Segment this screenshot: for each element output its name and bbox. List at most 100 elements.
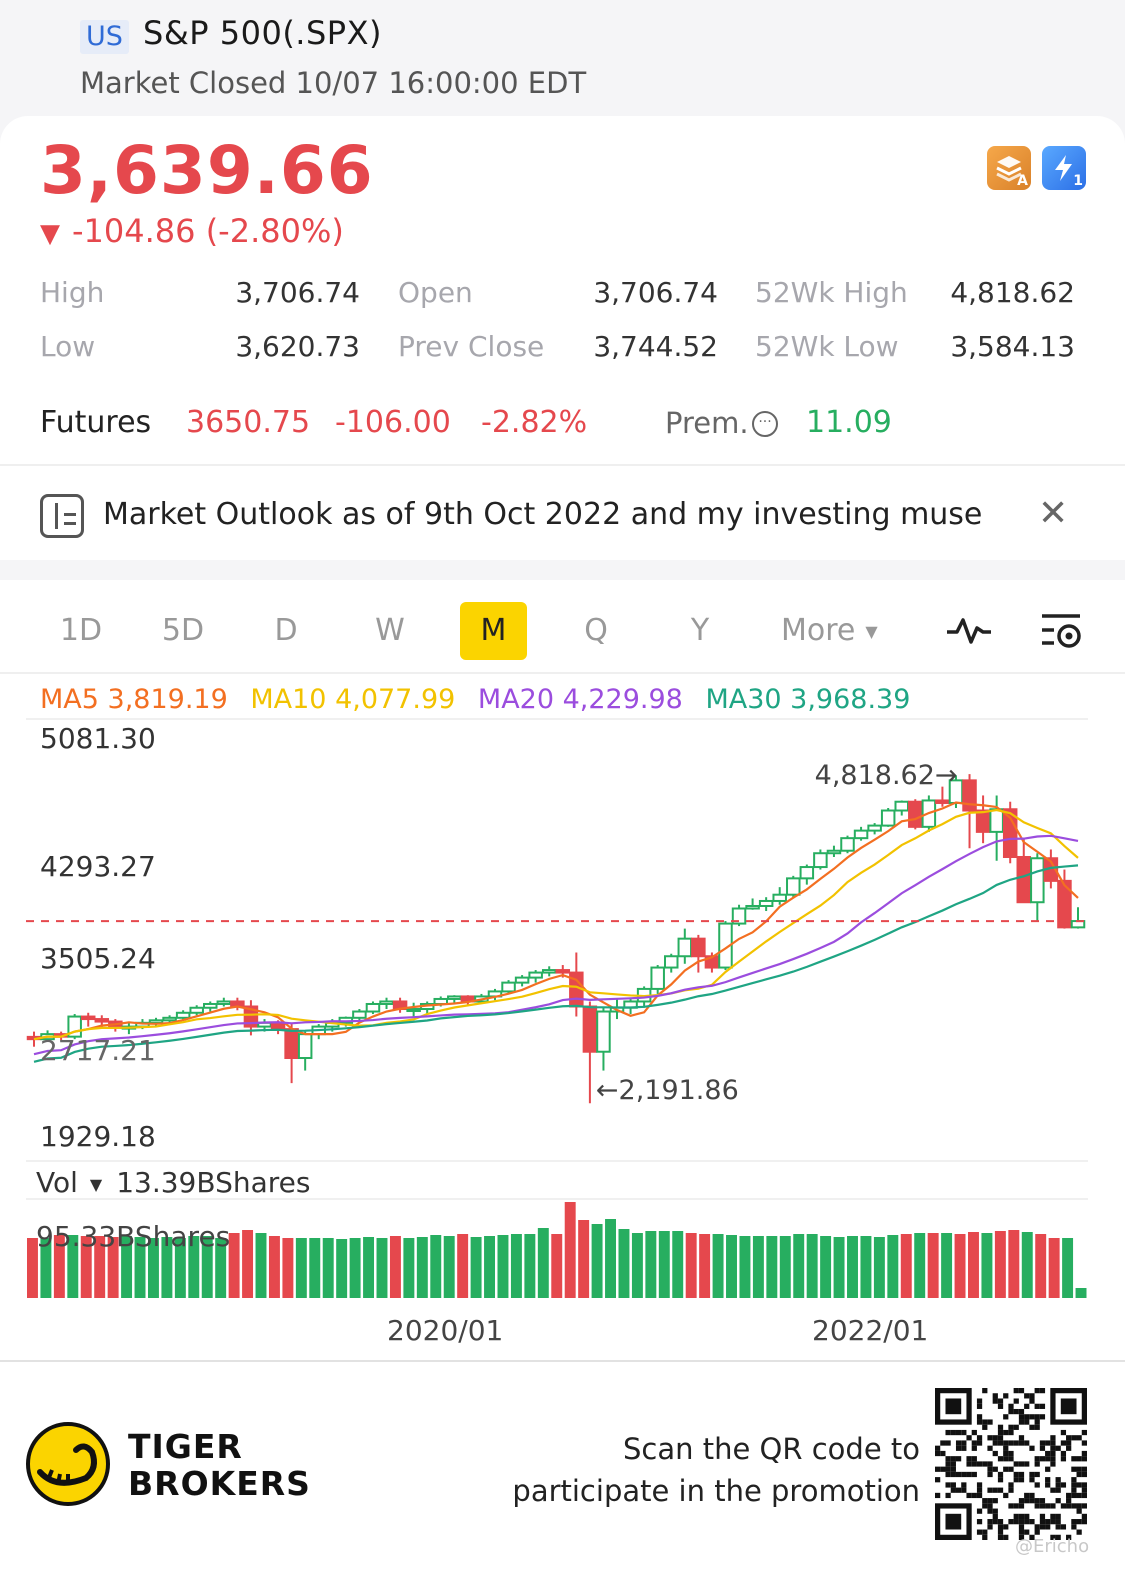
qr-module (997, 1529, 1004, 1535)
volume-header[interactable]: Vol ▼ 13.39BShares (36, 1166, 310, 1199)
qr-module (1034, 1414, 1040, 1420)
qr-module (1081, 1503, 1087, 1509)
qr-module (1003, 1445, 1009, 1451)
candle (582, 1001, 598, 1104)
ma5-label: MA5 3,819.19 (40, 684, 228, 715)
info-icon[interactable]: ··· (752, 411, 778, 437)
volume-bar (591, 1224, 603, 1298)
qr-module (1008, 1487, 1014, 1493)
qr-module (1050, 1503, 1056, 1509)
qr-module (1081, 1450, 1087, 1457)
qr-module (961, 1471, 967, 1478)
qr-module (1034, 1503, 1040, 1509)
qr-module (1050, 1440, 1056, 1446)
ticker-title: S&P 500(.SPX) (143, 14, 382, 52)
candle (284, 1024, 299, 1084)
candle (853, 826, 869, 841)
tab-d[interactable]: D (274, 613, 298, 648)
tab-m[interactable]: M (460, 602, 527, 660)
qr-module (1034, 1498, 1040, 1504)
volume-bar (658, 1231, 670, 1298)
volume-bar (443, 1236, 455, 1298)
qr-module (935, 1450, 941, 1457)
qr-module (971, 1440, 977, 1446)
qr-module (987, 1466, 993, 1472)
qr-module (1045, 1456, 1051, 1462)
qr-module (987, 1519, 993, 1525)
qr-finder-core (1060, 1398, 1077, 1415)
qr-module (1045, 1482, 1051, 1488)
volume-bar (605, 1219, 616, 1298)
qr-module (1039, 1524, 1046, 1530)
qr-module (950, 1466, 956, 1472)
indicator-icon[interactable] (945, 610, 993, 650)
volume-bar (739, 1236, 751, 1298)
qr-code-icon[interactable] (935, 1388, 1087, 1540)
footer-divider (0, 1360, 1125, 1362)
qr-module (1055, 1513, 1061, 1520)
qr-module (992, 1498, 998, 1504)
candle (1002, 801, 1018, 864)
volume-bar (914, 1233, 926, 1298)
qr-module (1003, 1440, 1009, 1446)
qr-module (1029, 1534, 1035, 1540)
volume-bar (564, 1202, 576, 1298)
qr-module (935, 1477, 941, 1483)
tab-1d[interactable]: 1D (59, 613, 103, 648)
qr-module (982, 1498, 988, 1504)
tab-y[interactable]: Y (690, 613, 710, 648)
volume-bar (1035, 1234, 1047, 1298)
qr-module (940, 1466, 946, 1472)
volume-bar (510, 1234, 522, 1298)
volume-bar (941, 1233, 953, 1298)
qr-module (966, 1461, 972, 1467)
qr-module (1018, 1513, 1025, 1520)
qr-module (950, 1456, 956, 1462)
qr-module (1018, 1534, 1025, 1540)
qr-module (1066, 1498, 1072, 1504)
qr-module (945, 1429, 951, 1436)
volume-bar (322, 1238, 334, 1298)
close-icon[interactable]: ✕ (1038, 493, 1069, 534)
qr-module (997, 1534, 1004, 1540)
qr-module (940, 1450, 946, 1457)
qr-module (1050, 1445, 1056, 1451)
volume-bar (1062, 1238, 1074, 1298)
tab-w[interactable]: W (375, 613, 405, 648)
y-axis-label-min: 1929.18 (40, 1120, 156, 1153)
chart-settings-icon[interactable] (1040, 610, 1084, 650)
qr-module (1050, 1461, 1056, 1467)
quote-card (0, 116, 1125, 1583)
price-chart[interactable]: 4,818.62→ ←2,191.86 (0, 718, 1125, 1164)
news-banner-link[interactable]: Market Outlook as of 9th Oct 2022 and my… (103, 497, 983, 532)
volume-bar (336, 1239, 348, 1298)
qr-module (1039, 1503, 1046, 1509)
qr-module (997, 1424, 1004, 1430)
qr-module (935, 1492, 941, 1499)
volume-bar (1021, 1232, 1033, 1298)
qr-module (1076, 1482, 1082, 1488)
tab-q[interactable]: Q (584, 613, 608, 648)
qr-module (976, 1492, 983, 1499)
stack-app-icon[interactable]: A (987, 146, 1031, 190)
qr-module (987, 1487, 993, 1493)
tab-more[interactable]: More ▼ (781, 602, 878, 660)
tab-5d[interactable]: 5D (161, 613, 205, 648)
qr-module (1045, 1466, 1051, 1472)
qr-module (1024, 1519, 1030, 1525)
candle (189, 1005, 204, 1016)
candle (663, 953, 679, 973)
price-change: ▼ -104.86 (-2.80%) (40, 212, 344, 250)
ma-legend: MA5 3,819.19 MA10 4,077.99 MA20 4,229.98… (40, 684, 924, 715)
volume-chart[interactable] (0, 1198, 1125, 1300)
flash-app-icon[interactable]: 1 (1042, 146, 1086, 190)
qr-module (987, 1419, 993, 1425)
candle (894, 800, 909, 816)
qr-module (1066, 1492, 1072, 1499)
qr-module (1050, 1456, 1056, 1462)
qr-module (1050, 1435, 1056, 1441)
candle (962, 774, 977, 849)
futures-change: -106.00 (335, 405, 451, 440)
qr-module (1013, 1471, 1019, 1478)
qr-module (976, 1461, 983, 1467)
